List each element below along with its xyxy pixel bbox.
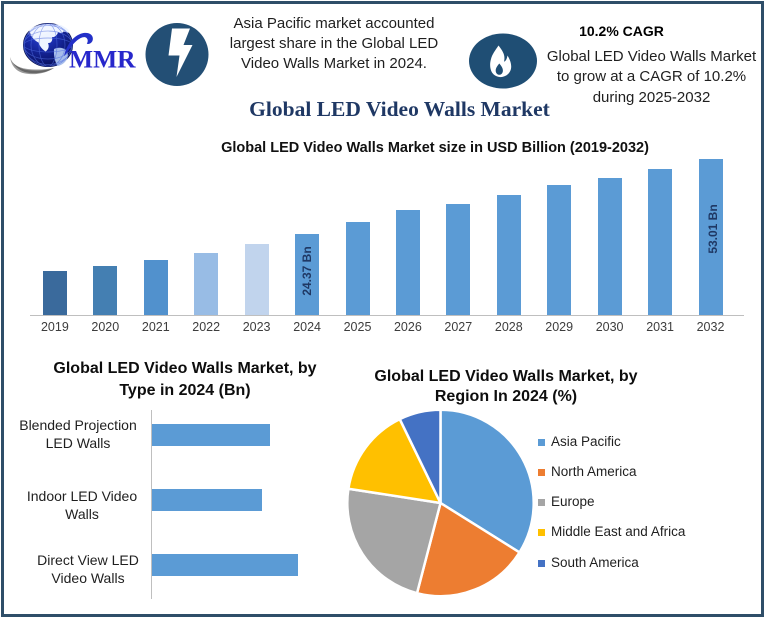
svg-text:MMR: MMR bbox=[69, 45, 136, 74]
